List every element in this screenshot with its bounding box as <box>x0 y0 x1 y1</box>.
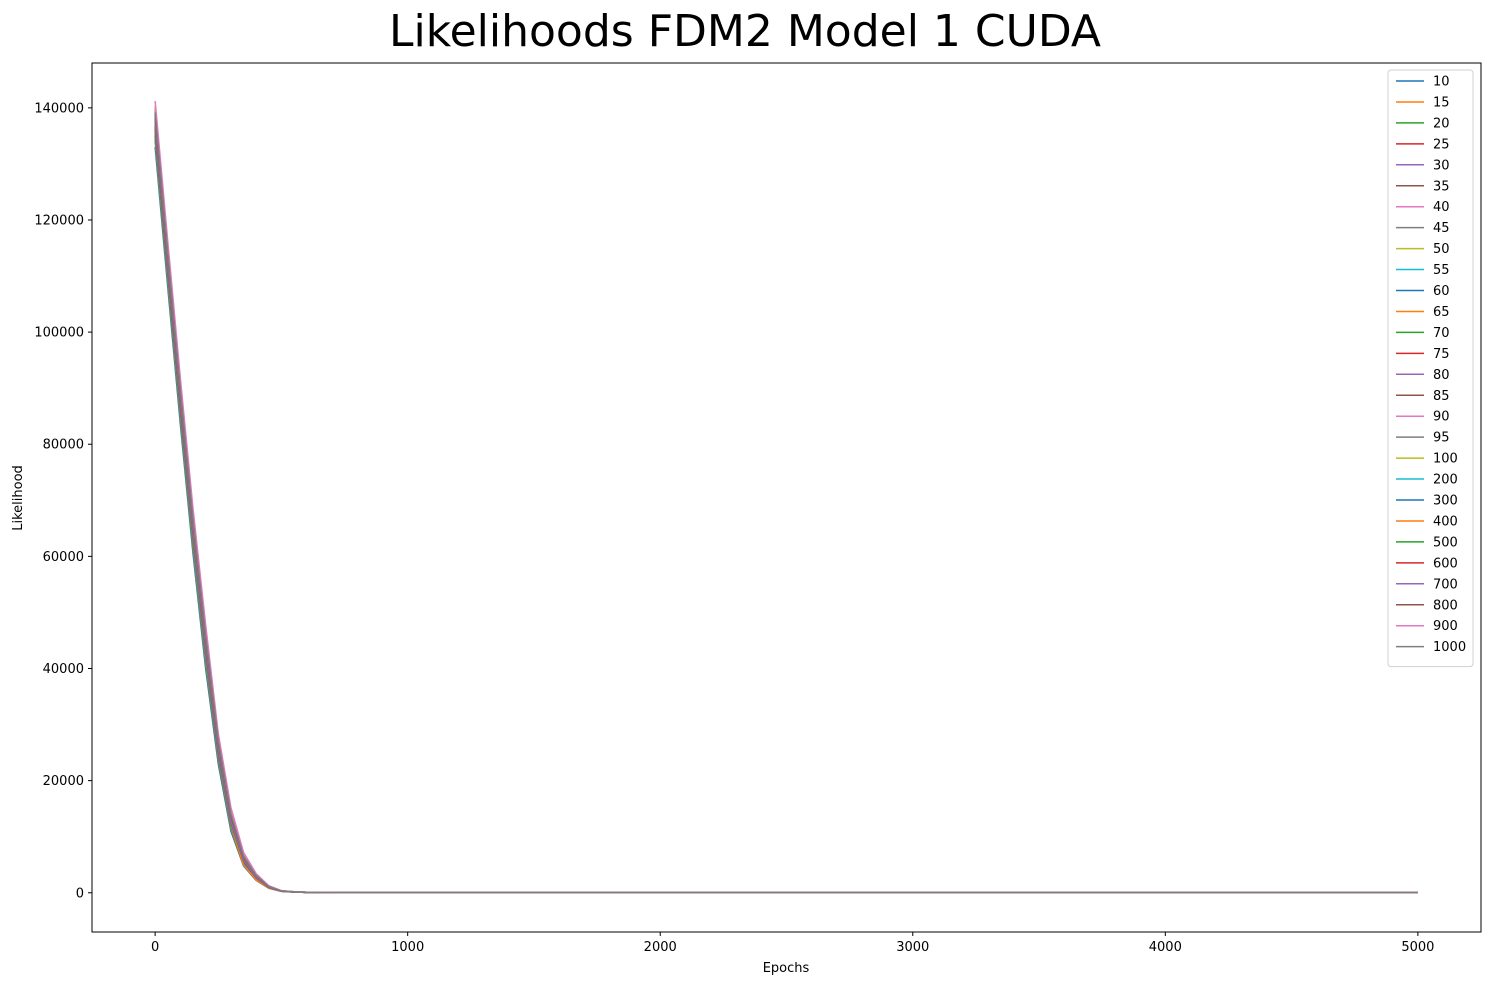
series-line-80 <box>154 112 1418 894</box>
legend-label: 40 <box>1433 200 1450 215</box>
legend-label: 900 <box>1433 619 1458 634</box>
legend-label: 100 <box>1433 452 1458 467</box>
y-tick-label: 40000 <box>43 662 84 677</box>
y-tick-label: 120000 <box>34 213 84 228</box>
y-tick-label: 100000 <box>34 326 84 341</box>
series-line-25 <box>154 135 1418 894</box>
legend-label: 90 <box>1433 410 1450 425</box>
legend-label: 65 <box>1433 305 1450 320</box>
series-line-600 <box>154 126 1418 894</box>
legend-label: 10 <box>1433 75 1450 90</box>
legend-label: 35 <box>1433 179 1450 194</box>
y-tick-label: 60000 <box>43 550 84 565</box>
series-line-70 <box>154 116 1418 894</box>
legend: 10 15 20 25 30 35 40 45 50 55 60 65 70 75 80 85 90 95 100 2… <box>1387 69 1474 668</box>
series-line-200 <box>154 136 1418 894</box>
series-line-40 <box>154 127 1418 894</box>
legend-label: 30 <box>1433 158 1450 173</box>
y-tick-label: 140000 <box>34 101 84 116</box>
legend-label: 300 <box>1433 494 1458 509</box>
series-line-900 <box>154 101 1418 894</box>
legend-box <box>1387 69 1474 668</box>
legend-label: 400 <box>1433 514 1458 529</box>
legend-label: 55 <box>1433 263 1450 278</box>
x-tick-label: 0 <box>151 940 159 955</box>
series-line-45 <box>154 124 1418 894</box>
legend-label: 600 <box>1433 556 1458 571</box>
series-line-100 <box>154 106 1418 894</box>
legend-label: 70 <box>1433 326 1450 341</box>
y-tick-label: 80000 <box>43 438 84 453</box>
legend-label: 15 <box>1433 95 1450 110</box>
y-tick-label: 20000 <box>43 774 84 789</box>
series-line-500 <box>154 129 1418 894</box>
series-line-300 <box>154 134 1418 894</box>
x-tick-label: 3000 <box>896 940 929 955</box>
y-tick-label: 0 <box>76 886 84 901</box>
series-line-85 <box>154 111 1418 894</box>
x-tick-label: 2000 <box>644 940 677 955</box>
legend-label: 45 <box>1433 221 1450 236</box>
x-axis: 0 1000 2000 3000 4000 5000 <box>151 932 1434 955</box>
plot-frame <box>91 62 1482 933</box>
series-line-55 <box>154 121 1418 894</box>
series-line-75 <box>154 114 1418 894</box>
series-line-15 <box>154 141 1418 894</box>
legend-label: 95 <box>1433 431 1450 446</box>
legend-label: 500 <box>1433 535 1458 550</box>
series-line-1000 <box>154 112 1418 894</box>
legend-label: 50 <box>1433 242 1450 257</box>
series-line-700 <box>154 123 1418 894</box>
legend-label: 85 <box>1433 389 1450 404</box>
x-axis-label: Epochs <box>763 961 810 976</box>
series-line-30 <box>154 133 1418 894</box>
series-line-400 <box>154 131 1418 894</box>
legend-label: 700 <box>1433 577 1458 592</box>
series-line-60 <box>154 119 1418 894</box>
y-axis-label: Likelihood <box>11 465 26 531</box>
legend-label: 20 <box>1433 116 1450 131</box>
x-tick-label: 5000 <box>1401 940 1434 955</box>
series-line-20 <box>154 138 1418 894</box>
chart-title: Likelihoods FDM2 Model 1 CUDA <box>389 6 1101 57</box>
series-line-10 <box>154 147 1418 894</box>
series-line-800 <box>154 115 1418 894</box>
series-line-65 <box>154 117 1418 894</box>
series-line-95 <box>154 107 1418 894</box>
series-line-35 <box>154 130 1418 894</box>
legend-label: 800 <box>1433 598 1458 613</box>
legend-label: 80 <box>1433 368 1450 383</box>
plot-lines <box>154 101 1418 894</box>
series-line-50 <box>154 122 1418 894</box>
x-tick-label: 1000 <box>391 940 424 955</box>
series-line-90 <box>154 109 1418 894</box>
x-tick-label: 4000 <box>1149 940 1182 955</box>
legend-label: 60 <box>1433 284 1450 299</box>
legend-label: 1000 <box>1433 640 1466 655</box>
legend-label: 200 <box>1433 473 1458 488</box>
legend-label: 75 <box>1433 347 1450 362</box>
legend-label: 25 <box>1433 137 1450 152</box>
y-axis: 0 20000 40000 60000 80000 100000 120000 140000 <box>34 101 92 901</box>
